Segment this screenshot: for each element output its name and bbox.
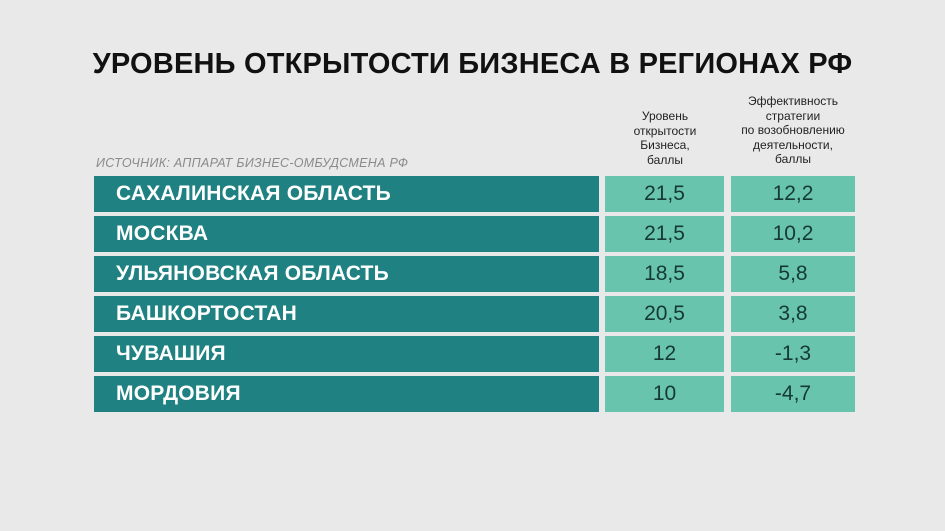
column-header-line: стратегии [765,108,821,123]
table-row: САХАЛИНСКАЯ ОБЛАСТЬ 21,5 12,2 [0,176,945,212]
table-row: МОРДОВИЯ 10 -4,7 [0,376,945,412]
column-header-line: Уровень [641,109,689,123]
openness-value: 18,5 [605,256,724,292]
column-header-line: Эффективность [747,94,839,108]
openness-value: 21,5 [605,176,724,212]
column-header-line: Бизнеса, [640,138,690,152]
column-header-efficiency: Эффективность стратегии по возобновлению… [732,94,854,167]
table-row: УЛЬЯНОВСКАЯ ОБЛАСТЬ 18,5 5,8 [0,256,945,292]
table-row: МОСКВА 21,5 10,2 [0,216,945,252]
column-header-line: открытости [633,123,697,138]
openness-value: 20,5 [605,296,724,332]
efficiency-value: 5,8 [731,256,855,292]
region-cell: УЛЬЯНОВСКАЯ ОБЛАСТЬ [94,256,599,292]
efficiency-value: -1,3 [731,336,855,372]
column-header-line: по возобновлению [741,123,845,137]
chart-title: УРОВЕНЬ ОТКРЫТОСТИ БИЗНЕСА В РЕГИОНАХ РФ [92,48,853,80]
efficiency-value: 10,2 [731,216,855,252]
region-cell: МОСКВА [94,216,599,252]
efficiency-value: 12,2 [731,176,855,212]
column-header-line: баллы [647,152,683,167]
column-header-line: деятельности, [753,137,833,152]
openness-value: 21,5 [605,216,724,252]
column-header-openness: Уровень открытости Бизнеса, баллы [606,109,724,167]
openness-value: 10 [605,376,724,412]
efficiency-value: 3,8 [731,296,855,332]
table-row: БАШКОРТОСТАН 20,5 3,8 [0,296,945,332]
column-header-line: баллы [775,152,811,166]
openness-value: 12 [605,336,724,372]
table-row: ЧУВАШИЯ 12 -1,3 [0,336,945,372]
efficiency-value: -4,7 [731,376,855,412]
region-cell: БАШКОРТОСТАН [94,296,599,332]
region-cell: САХАЛИНСКАЯ ОБЛАСТЬ [94,176,599,212]
region-cell: ЧУВАШИЯ [94,336,599,372]
source-note: ИСТОЧНИК: АППАРАТ БИЗНЕС-ОМБУДСМЕНА РФ [96,156,409,170]
region-cell: МОРДОВИЯ [94,376,599,412]
